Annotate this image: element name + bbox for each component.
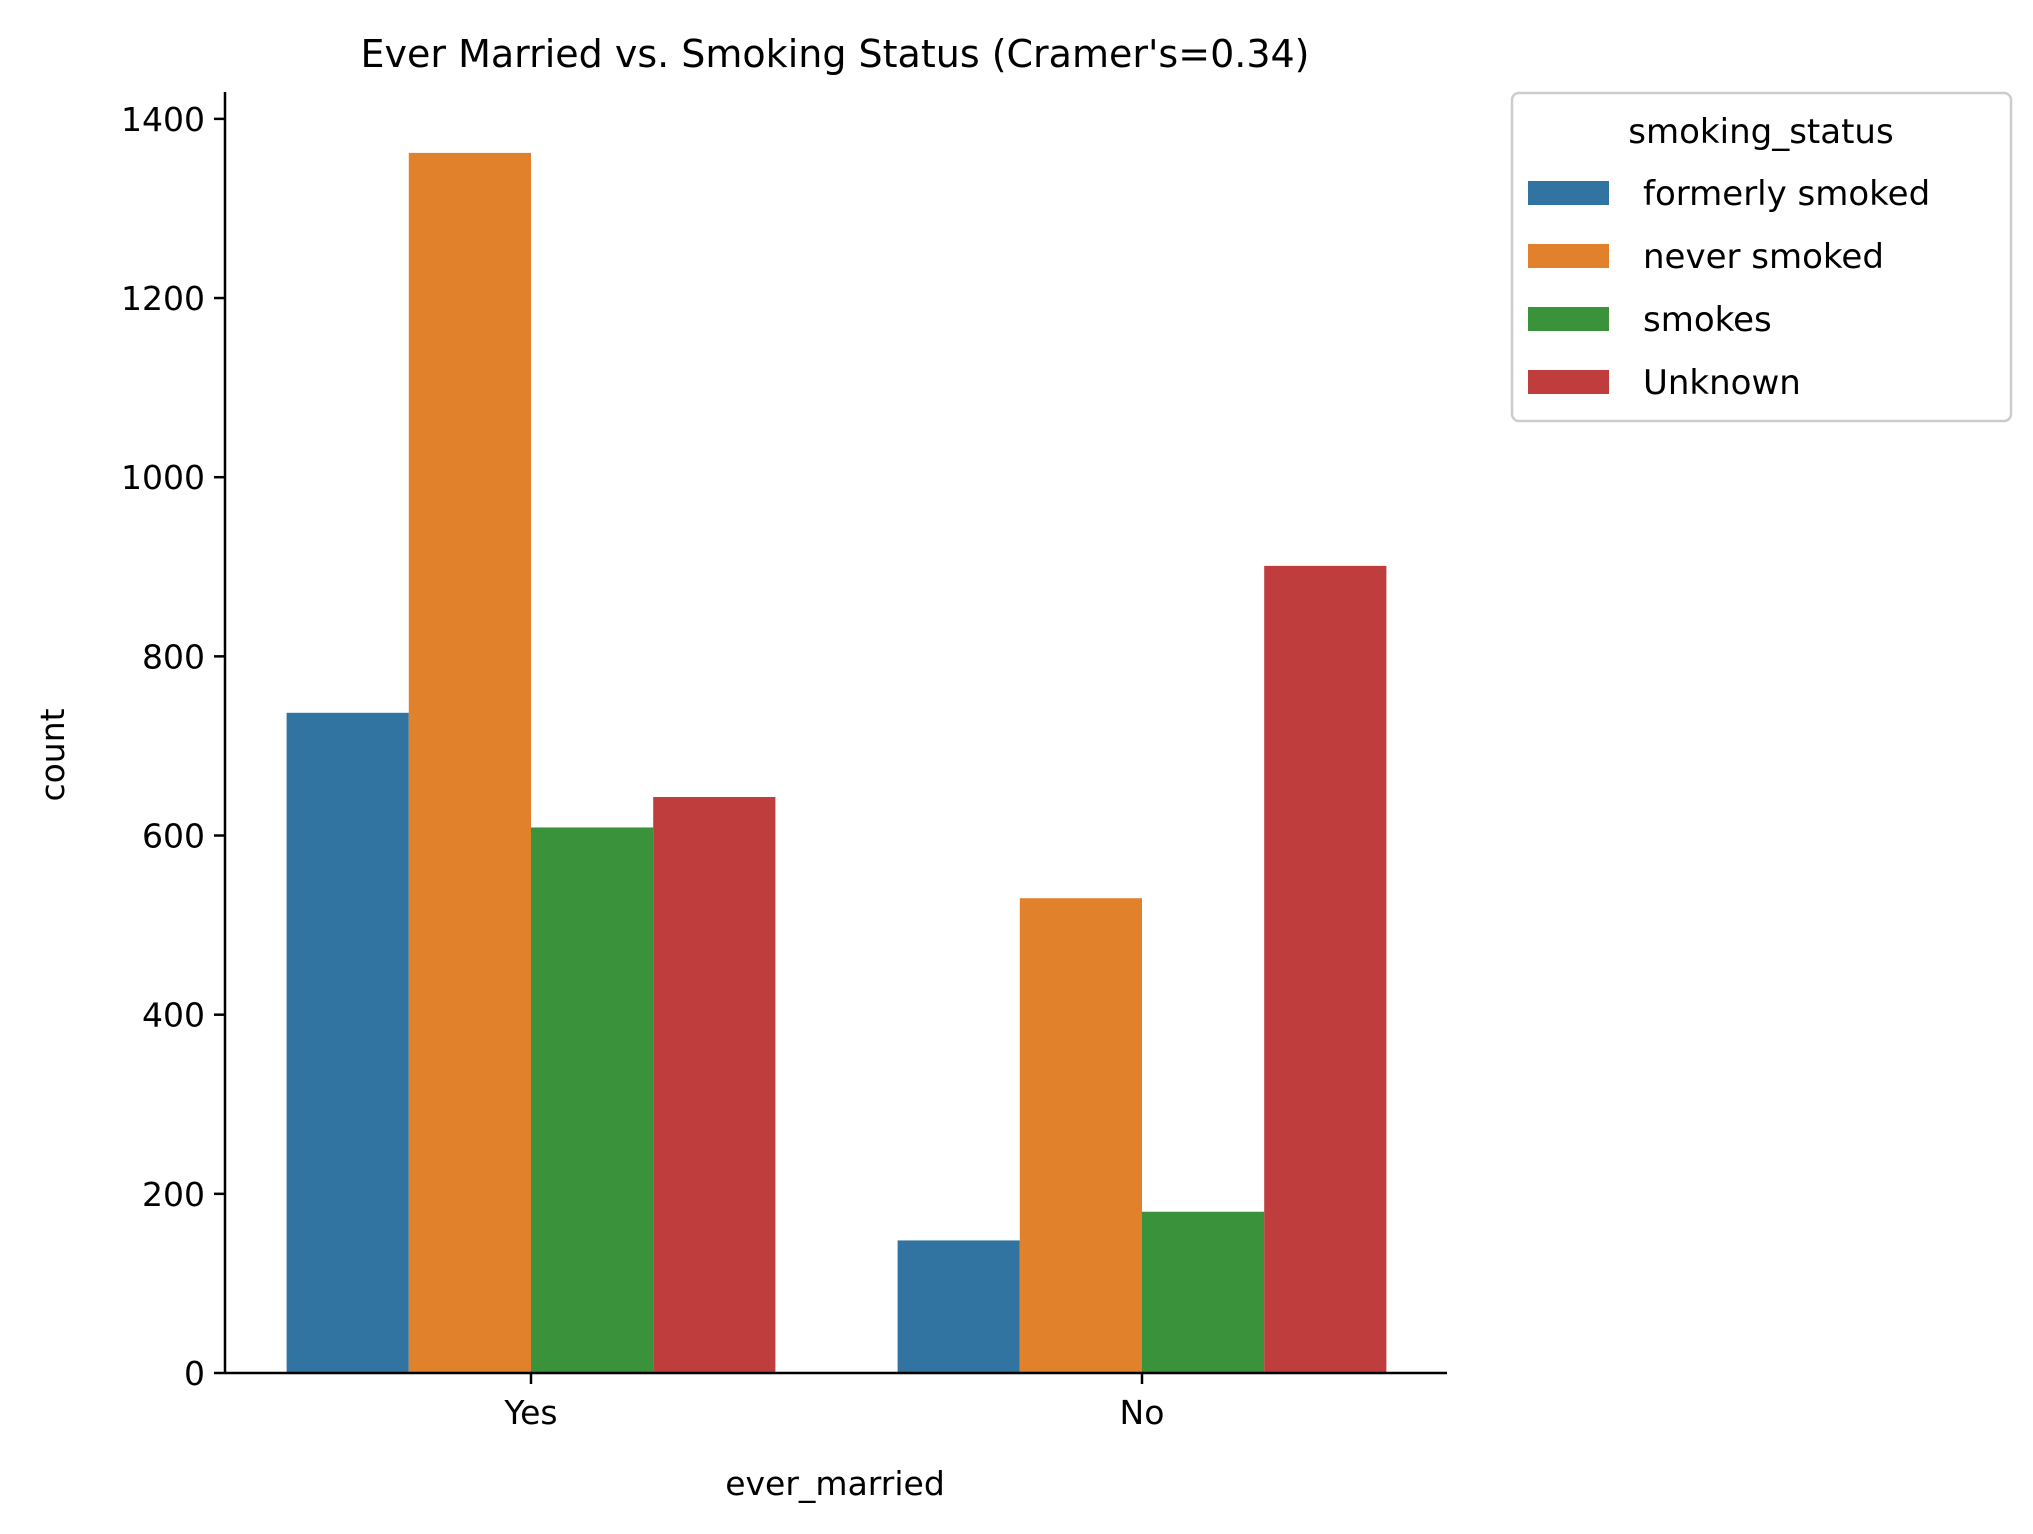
bar-never-smoked-no (1019, 898, 1142, 1373)
bar-never-smoked-yes (408, 152, 531, 1374)
bars-layer (286, 152, 1387, 1374)
y-axis-label: count (33, 708, 72, 801)
legend-label: never smoked (1643, 237, 1884, 277)
bar-unknown-yes (653, 796, 776, 1373)
bar-unknown-no (1264, 565, 1387, 1373)
y-tick-label: 600 (142, 817, 205, 856)
y-tick-label: 800 (142, 637, 205, 676)
bar-formerly-smoked-yes (286, 712, 409, 1373)
bar-formerly-smoked-no (897, 1240, 1020, 1373)
y-tick-label: 1200 (121, 279, 205, 318)
x-axis-label: ever_married (725, 1464, 945, 1503)
y-tick-label: 0 (184, 1354, 205, 1393)
legend-swatch (1528, 370, 1609, 394)
legend-label: smokes (1643, 300, 1772, 340)
bar-smokes-no (1142, 1211, 1265, 1373)
bar-smokes-yes (531, 827, 654, 1373)
legend-frame (1510, 91, 2013, 423)
legend-label: formerly smoked (1643, 174, 1930, 214)
y-tick-label: 200 (142, 1175, 205, 1214)
legend-swatch (1528, 307, 1609, 331)
legend-title: smoking_status (1628, 112, 1893, 152)
axes-layer: 0 200 400 600 800 1000 1200 1400 Yes No (121, 92, 1447, 1432)
legend-label: Unknown (1643, 363, 1801, 403)
y-tick-label: 1000 (121, 458, 205, 497)
legend-swatch (1528, 181, 1609, 205)
y-tick-label: 1400 (121, 100, 205, 139)
x-tick-label: No (1120, 1393, 1165, 1432)
x-tick-label: Yes (503, 1393, 557, 1432)
legend: smoking_status formerly smoked never smok… (1510, 91, 2013, 423)
chart-title: Ever Married vs. Smoking Status (Cramer'… (360, 32, 1309, 76)
legend-entries: formerly smoked never smoked smokes Unknown (1528, 174, 1930, 403)
y-tick-label: 400 (142, 996, 205, 1035)
legend-swatch (1528, 244, 1609, 268)
